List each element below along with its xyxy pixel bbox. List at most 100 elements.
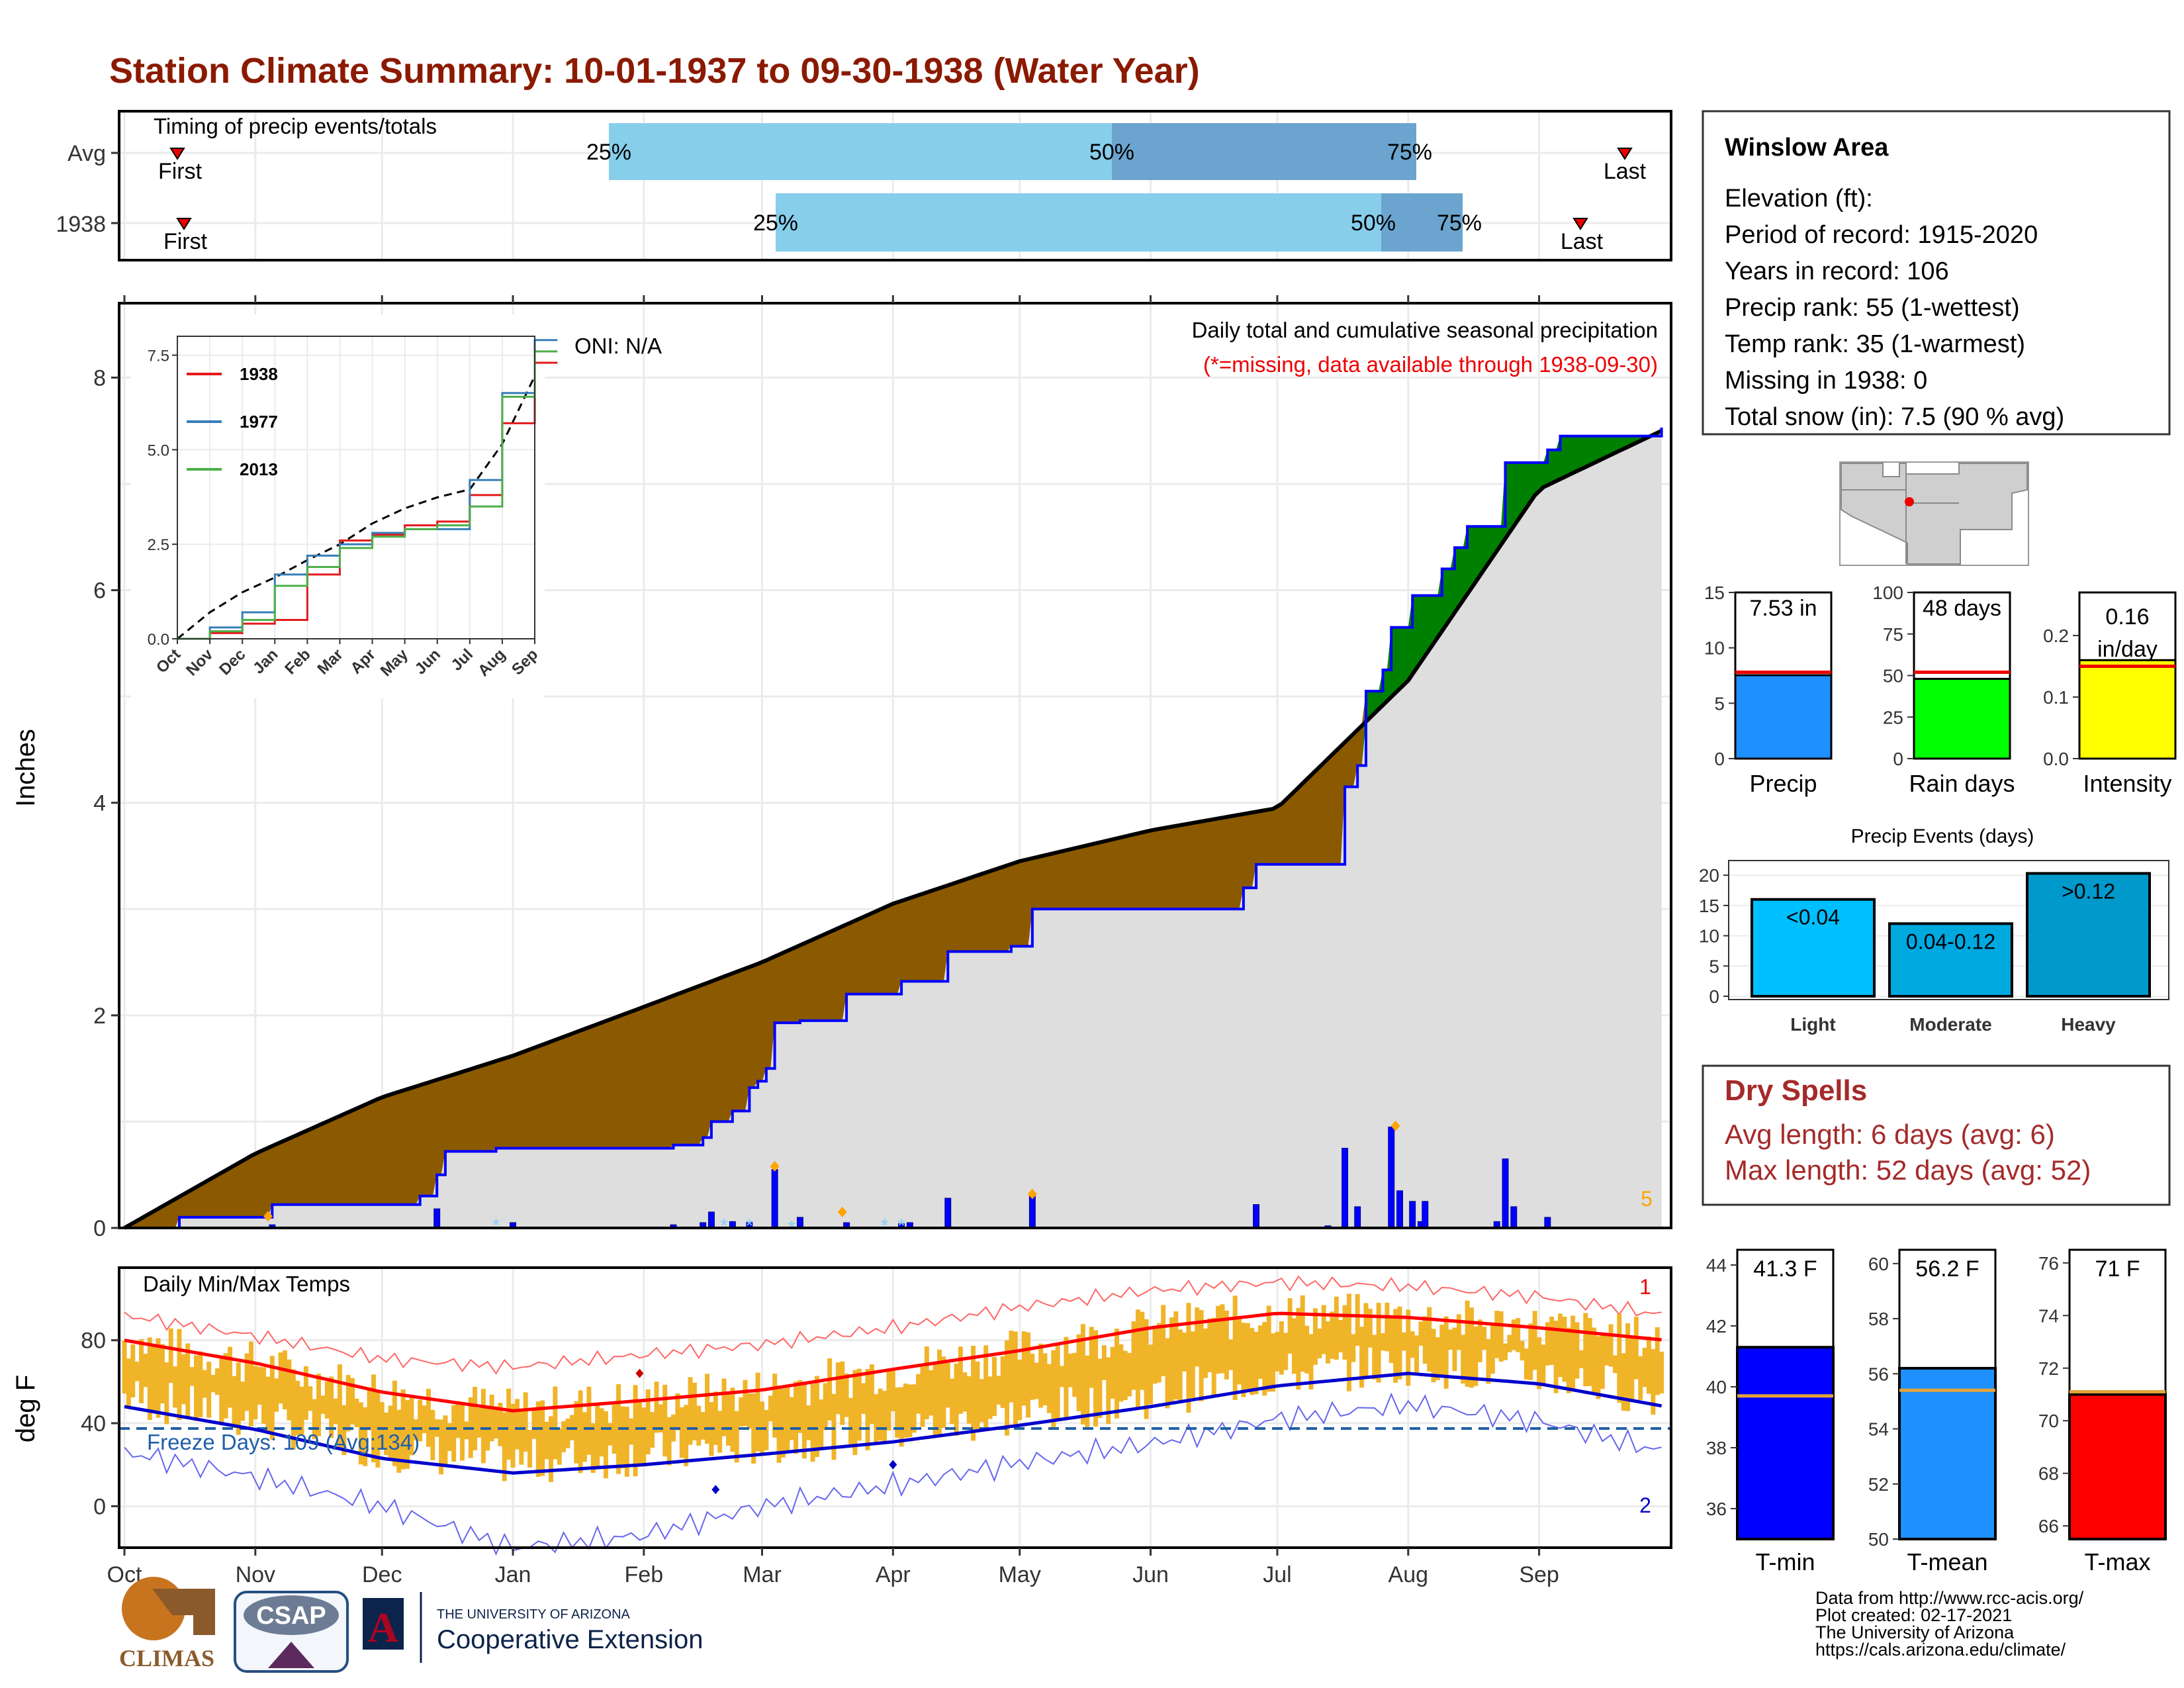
temp-daily-bar: [1135, 1309, 1140, 1407]
temp-daily-bar: [1524, 1348, 1529, 1380]
temperature-gauges: 36 38 40 42 44 41.3 F T-min 50 52 54 56 58 60 56.2 F T…: [1706, 1248, 2167, 1575]
precip-snow-marker: *: [881, 1215, 889, 1237]
temp-gauge-value-label: 71 F: [2095, 1256, 2140, 1282]
temp-daily-bar: [291, 1369, 296, 1450]
temp-daily-bar: [502, 1412, 507, 1481]
temp-daily-bar: [1604, 1335, 1610, 1366]
temp-daily-bar: [514, 1399, 520, 1450]
temp-daily-bar: [202, 1370, 207, 1398]
gauge-bar-rain-days: [1913, 678, 2011, 760]
temp-daily-bar: [603, 1411, 608, 1479]
precip-daily-bar: [1409, 1201, 1416, 1229]
temp-daily-bar: [1275, 1331, 1280, 1372]
temp-daily-bar: [1600, 1335, 1605, 1389]
temp-daily-bar: [1537, 1337, 1542, 1389]
temp-daily-bar: [1156, 1323, 1161, 1383]
temp-daily-bar: [1253, 1331, 1259, 1395]
temp-daily-bar: [164, 1362, 169, 1425]
temp-daily-bar: [662, 1384, 668, 1457]
temp-daily-bar: [1326, 1321, 1331, 1364]
temp-daily-bar: [354, 1398, 359, 1428]
precip-daily-bar: [1396, 1190, 1403, 1229]
temp-daily-bar: [1520, 1340, 1525, 1361]
temp-daily-bar: [1287, 1298, 1293, 1354]
temp-daily-bar: [177, 1329, 182, 1421]
temp-daily-bar: [612, 1405, 617, 1454]
csap-logo-cloud: [244, 1595, 339, 1635]
temp-daily-bar: [751, 1393, 756, 1464]
temp-daily-bar: [801, 1383, 807, 1459]
temp-gauge-tick-label: 58: [1868, 1309, 1889, 1329]
temp-daily-bar: [991, 1356, 997, 1417]
temp-daily-bar: [210, 1374, 216, 1393]
temp-daily-bar: [1367, 1309, 1373, 1348]
precip-daily-bar: [1354, 1206, 1361, 1229]
temp-gauge-tick-label: 42: [1706, 1316, 1727, 1336]
climas-logo-shape: [152, 1589, 215, 1635]
temp-gauge-tick-label: 40: [1706, 1377, 1727, 1397]
precip-daily-bar: [796, 1217, 803, 1229]
inset-plot-area: [177, 336, 535, 639]
climas-logo-text: CLIMAS: [119, 1645, 214, 1671]
timing-avg-last-label: Last: [1604, 159, 1647, 184]
credit-line: Plot created: 02-17-2021: [1815, 1605, 2012, 1625]
events-y-tick-label: 10: [1699, 926, 1719, 947]
timing-1938-first-label: First: [163, 229, 208, 254]
temp-daily-bar: [983, 1345, 989, 1428]
csap-logo-mountain: [268, 1642, 314, 1668]
temp-daily-bar: [899, 1387, 904, 1447]
temp-daily-bar: [506, 1388, 512, 1460]
events-y-tick-label: 20: [1699, 865, 1719, 886]
precip-record-marker: [770, 1160, 780, 1172]
temp-daily-bar: [1000, 1356, 1005, 1408]
temp-daily-bar: [1317, 1329, 1322, 1358]
inset-legend-label: 2013: [240, 459, 278, 479]
temp-daily-bar: [794, 1381, 799, 1454]
temp-daily-bar: [1401, 1332, 1406, 1351]
temp-daily-bar: [780, 1388, 786, 1458]
temp-daily-bar: [823, 1383, 828, 1430]
inset-y-tick-label: 2.5: [148, 536, 169, 554]
precip-daily-bar: [1502, 1158, 1509, 1229]
timing-avg-bar-25-50: [609, 123, 1112, 180]
map-region-shape: [1841, 463, 2028, 565]
temp-daily-bar: [1271, 1333, 1276, 1392]
temp-daily-bar: [654, 1382, 659, 1433]
temp-daily-bar: [962, 1372, 968, 1412]
inset-frame: [177, 336, 535, 639]
inset-y-tick-label: 0.0: [148, 631, 169, 649]
temp-daily-bar: [206, 1362, 212, 1418]
temp-daily-bar: [1541, 1344, 1546, 1383]
precip-event-category: Light: [1790, 1014, 1835, 1035]
temp-daily-bar: [684, 1405, 689, 1466]
gauge-value-label: 0.16: [2105, 604, 2149, 630]
temp-daily-bar: [692, 1382, 697, 1440]
month-label-dec: Dec: [362, 1562, 402, 1587]
temp-daily-bar: [1089, 1327, 1094, 1388]
precip-snow-marker: *: [492, 1215, 500, 1237]
temp-daily-bar: [1283, 1333, 1289, 1370]
inset-y-tick-label: 7.5: [148, 348, 169, 365]
temp-gauge-tick-label: 76: [2038, 1253, 2059, 1274]
temp-daily-bar: [447, 1423, 452, 1451]
temp-daily-bar: [586, 1386, 592, 1455]
temp-daily-bar: [1030, 1354, 1035, 1400]
record-low-count: 2: [1639, 1493, 1651, 1517]
temp-daily-bar: [244, 1353, 250, 1411]
station-info-frame: [1702, 110, 2171, 436]
temp-daily-bar: [831, 1393, 837, 1460]
month-label-sep: Sep: [1519, 1562, 1559, 1587]
temp-daily-bar: [1127, 1352, 1132, 1397]
temp-daily-bar: [747, 1393, 752, 1429]
temp-daily-bar: [557, 1428, 562, 1465]
temp-daily-bar: [1232, 1295, 1238, 1400]
timing-avg-25-label: 25%: [586, 140, 631, 165]
temp-daily-bar: [734, 1411, 739, 1463]
temp-daily-bar: [911, 1384, 917, 1433]
temp-daily-bar: [1355, 1293, 1360, 1346]
temp-daily-bar: [844, 1373, 849, 1417]
temp-daily-bar: [371, 1374, 376, 1463]
temp-daily-bar: [1574, 1322, 1580, 1379]
temp-daily-bar: [422, 1405, 427, 1434]
